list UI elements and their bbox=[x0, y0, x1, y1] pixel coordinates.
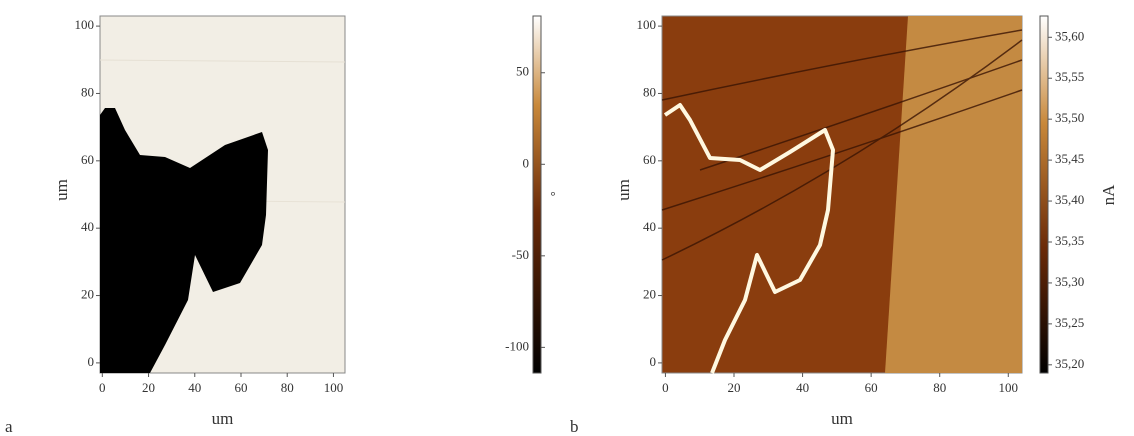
panel-label: a bbox=[5, 417, 13, 436]
y-axis-label: um bbox=[614, 179, 633, 201]
colorbar-tick-label: 35,45 bbox=[1055, 151, 1084, 166]
y-tick-label: 60 bbox=[643, 152, 656, 167]
y-tick-label: 100 bbox=[75, 17, 95, 32]
x-tick-label: 40 bbox=[796, 380, 809, 395]
y-tick-label: 20 bbox=[643, 287, 656, 302]
x-tick-label: 80 bbox=[933, 380, 946, 395]
x-tick-label: 80 bbox=[281, 380, 294, 395]
image-b bbox=[661, 15, 1023, 374]
colorbar-tick-label: 35,30 bbox=[1055, 274, 1084, 289]
colorbar-b bbox=[1039, 15, 1049, 374]
y-tick-label: 80 bbox=[643, 84, 656, 99]
colorbar-tick-label: 0 bbox=[523, 155, 530, 170]
y-tick-label: 0 bbox=[88, 354, 95, 369]
y-tick-label: 20 bbox=[81, 287, 94, 302]
colorbar-tick-label: 35,50 bbox=[1055, 110, 1084, 125]
colorbar-tick-label: 50 bbox=[516, 64, 529, 79]
colorbar-tick-label: -100 bbox=[505, 338, 529, 353]
x-tick-label: 100 bbox=[999, 380, 1019, 395]
colorbar-tick-label: 35,35 bbox=[1055, 233, 1084, 248]
y-tick-label: 0 bbox=[650, 354, 657, 369]
image-a bbox=[99, 15, 346, 374]
colorbar-tick-label: 35,55 bbox=[1055, 69, 1084, 84]
y-tick-label: 40 bbox=[643, 219, 656, 234]
colorbar-label: nA bbox=[1099, 184, 1118, 206]
y-tick-label: 40 bbox=[81, 219, 94, 234]
y-axis-label: um bbox=[52, 179, 71, 201]
x-tick-label: 100 bbox=[324, 380, 344, 395]
colorbar-tick-label: -50 bbox=[512, 247, 529, 262]
x-tick-label: 40 bbox=[188, 380, 201, 395]
panel-label: b bbox=[570, 417, 579, 436]
colorbar-tick-label: 35,60 bbox=[1055, 28, 1084, 43]
colorbar-label: ° bbox=[550, 188, 555, 203]
x-tick-label: 20 bbox=[728, 380, 741, 395]
y-tick-label: 60 bbox=[81, 152, 94, 167]
x-axis-label: um bbox=[212, 409, 234, 428]
colorbar-tick-label: 35,40 bbox=[1055, 192, 1084, 207]
x-axis-label: um bbox=[831, 409, 853, 428]
y-tick-label: 100 bbox=[637, 17, 657, 32]
y-tick-label: 80 bbox=[81, 84, 94, 99]
x-tick-label: 20 bbox=[142, 380, 155, 395]
x-tick-label: 60 bbox=[865, 380, 878, 395]
x-tick-label: 60 bbox=[234, 380, 247, 395]
x-tick-label: 0 bbox=[662, 380, 669, 395]
x-tick-label: 0 bbox=[99, 380, 106, 395]
colorbar-tick-label: 35,20 bbox=[1055, 356, 1084, 371]
colorbar-tick-label: 35,25 bbox=[1055, 315, 1084, 330]
colorbar-a bbox=[532, 15, 542, 374]
